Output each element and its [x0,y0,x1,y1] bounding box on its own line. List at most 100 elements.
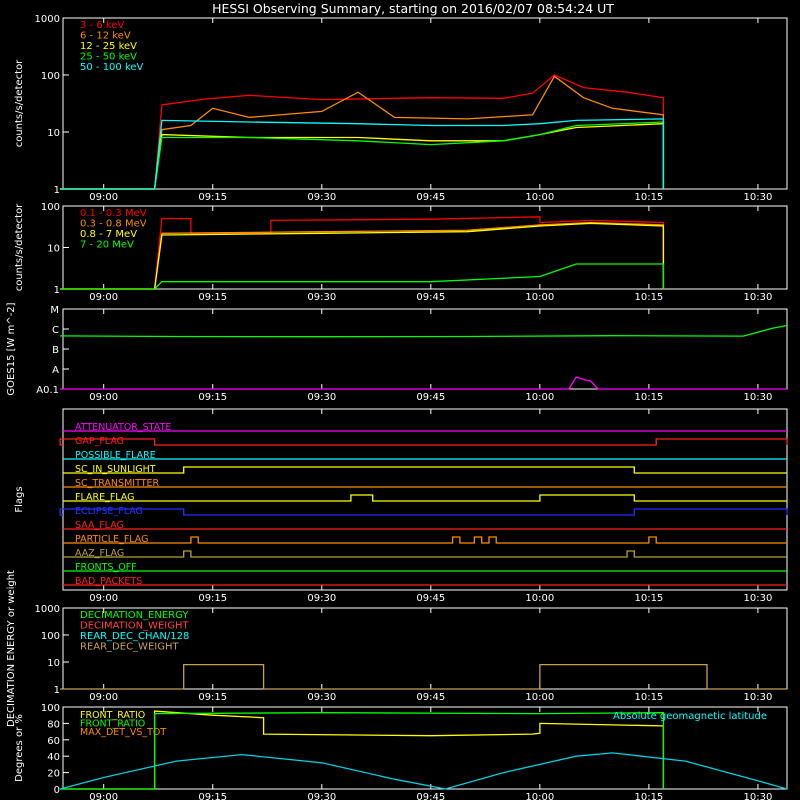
x-tick-label: 09:45 [416,292,445,303]
panel-frame [62,706,788,790]
y-tick-label: A [52,365,59,376]
legend-entry: REAR_DEC_WEIGHT [80,642,179,653]
x-tick-label: 09:45 [416,392,445,403]
x-tick-label: 10:30 [744,192,773,203]
flag-line [59,508,788,516]
x-tick-label: 09:30 [307,593,336,604]
y-tick-label: A0.1 [36,385,59,396]
y-axis-label: Flags [14,486,25,512]
flag-line [63,550,787,558]
flag-label: FLARE_FLAG [75,492,135,503]
x-tick-label: 09:45 [416,192,445,203]
y-tick-label: 1 [54,185,60,196]
x-tick-label: 09:15 [198,392,227,403]
x-tick-label: 09:30 [307,792,336,800]
y-tick-label: 1 [54,285,60,296]
legend-entry: MAX_DET_VS_TOT [80,727,166,738]
legend-entry: DECIMATION_ENERGY [80,610,189,621]
x-tick-label: 10:30 [744,792,773,800]
y-tick-label: 100 [41,631,60,642]
x-tick-label: 10:00 [525,593,554,604]
y-tick-label: 0 [54,785,60,796]
flag-label: SAA_FLAG [75,520,124,531]
series-line-absolute-geomagnetic-latitude [59,752,788,790]
flag-label: BAD_PACKETS [75,576,142,587]
series-line-7-20-mev [60,263,665,290]
legend-entry: 0.3 - 0.8 MeV [80,219,147,230]
flag-label: SC_IN_SUNLIGHT [75,464,156,475]
y-tick-label: 10 [47,244,60,255]
flag-label: AAZ_FLAG [75,548,124,559]
series-line-front-ratio [60,712,665,790]
x-tick-label: 10:00 [525,192,554,203]
legend-entry: 12 - 25 keV [80,41,137,52]
panel-count-rates-low: 09:00 09:15 09:30 09:45 10:00 10:15 10:30 count… [14,14,788,203]
x-tick-label: 10:15 [634,692,663,703]
series-line-3-6-kev [60,74,665,190]
x-tick-label: 10:30 [744,593,773,604]
legend-entry: DECIMATION_WEIGHT [80,621,189,632]
x-tick-label: 09:15 [198,292,227,303]
legend-entry: 7 - 20 MeV [80,240,134,251]
legend-entry: FRONT_RATIO [80,710,145,721]
y-tick-label: 10 [47,658,60,669]
legend: DECIMATION_ENERGYDECIMATION_WEIGHTREAR_D… [80,610,189,653]
y-tick-label: 80 [47,719,60,730]
x-tick-label: 10:15 [634,192,663,203]
y-tick-label: 100 [41,202,60,213]
x-tick-label: 09:00 [89,593,118,604]
legend-entry: 3 - 6 keV [80,20,124,31]
panel-goes: 09:00 09:15 09:30 09:45 10:00 10:15 10:30 GOES1… [6,302,788,403]
legend-entry: 0.1 - 0.3 MeV [80,208,147,219]
y-tick-label: 1000 [35,14,60,25]
x-tick-label: 10:15 [634,593,663,604]
flag-line [63,536,787,544]
x-tick-label: 09:00 [89,192,118,203]
y-tick-label: C [52,325,59,336]
panel-decimation: 09:00 09:15 09:30 09:45 10:00 10:15 10:30 DECIM… [6,570,788,727]
series-line-0-5-4-a [60,376,787,390]
y-axis-label: Degrees or % [14,714,25,782]
figure-title: HESSI Observing Summary, starting on 201… [212,1,614,16]
x-tick-label: 09:45 [416,593,445,604]
series-line-0-8-7-mev [60,222,665,290]
x-tick-label: 09:15 [198,692,227,703]
flag-label: GAP_FLAG [75,436,124,447]
x-tick-label: 10:30 [744,392,773,403]
x-tick-label: 09:45 [416,692,445,703]
series-line-0-1-0-3-mev [60,216,665,290]
x-tick-label: 10:15 [634,292,663,303]
x-tick-label: 09:15 [198,192,227,203]
series-line-6-12-kev [60,75,665,190]
panel-ratios: 09:00 09:15 09:30 09:45 10:00 10:15 10:30 Degre… [14,703,788,800]
flag-label: FRONTS_OFF [75,562,137,573]
x-tick-label: 09:45 [416,792,445,800]
x-tick-label: 09:00 [89,292,118,303]
y-tick-label: 20 [47,769,60,780]
flag-label: POSSIBLE_FLARE [75,450,156,461]
legend-entry: REAR_DEC_CHAN/128 [80,631,189,642]
panel-frame [62,17,788,190]
legend-entry: 25 - 50 keV [80,52,137,63]
flag-line [63,466,787,474]
x-tick-label: 09:00 [89,792,118,800]
legend-entry: FRONT_RATIO [80,719,145,730]
series-line-25-50-kev [60,121,665,190]
x-tick-label: 10:00 [525,692,554,703]
x-tick-label: 10:15 [634,792,663,800]
y-tick-label: M [50,305,59,316]
y-tick-label: 40 [47,752,60,763]
x-tick-label: 09:30 [307,192,336,203]
y-tick-label: 100 [41,703,60,714]
y-tick-label: 1 [54,685,60,696]
x-tick-label: 10:15 [634,392,663,403]
y-axis-label: GOES15 [W m^-2] [6,302,17,395]
x-tick-label: 09:15 [198,792,227,800]
x-tick-label: 09:30 [307,392,336,403]
x-tick-label: 09:00 [89,692,118,703]
x-tick-label: 09:30 [307,692,336,703]
panel-flags: 09:00 09:15 09:30 09:45 10:00 10:15 10:30 Flags… [14,408,788,604]
panel-frame [62,408,788,591]
